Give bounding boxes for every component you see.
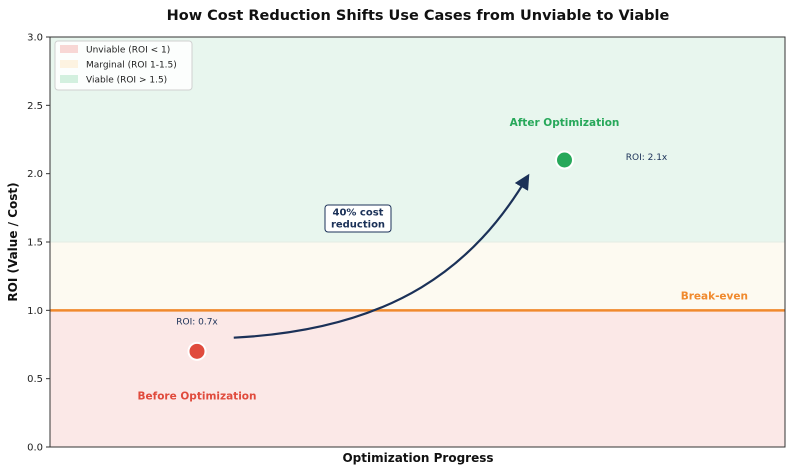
roi-label-after: ROI: 2.1x bbox=[626, 153, 668, 163]
legend-box bbox=[54, 40, 193, 91]
optimization-arrow bbox=[233, 173, 530, 339]
breakeven-label: Break-even bbox=[681, 290, 748, 302]
y-tick-label: 3.0 bbox=[27, 33, 43, 44]
y-tick-label: 1.0 bbox=[27, 306, 43, 317]
legend-label-unviable: Unviable (ROI < 1) bbox=[86, 46, 170, 56]
y-tick-label: 2.5 bbox=[27, 101, 43, 112]
chart-title: How Cost Reduction Shifts Use Cases from… bbox=[167, 8, 670, 24]
zone-unviable bbox=[50, 310, 785, 447]
annotation-line2: reduction bbox=[331, 220, 385, 231]
legend-label-viable: Viable (ROI > 1.5) bbox=[86, 76, 167, 86]
x-axis-label: Optimization Progress bbox=[342, 451, 493, 465]
point-before bbox=[187, 341, 207, 361]
y-tick-label: 0.0 bbox=[27, 443, 43, 454]
zone-marginal bbox=[50, 242, 785, 311]
legend-swatch-viable bbox=[60, 75, 78, 83]
roi-label-before: ROI: 0.7x bbox=[176, 317, 218, 327]
annotation-line1: 40% cost bbox=[333, 208, 384, 219]
y-tick-label: 1.5 bbox=[27, 238, 43, 249]
y-tick-label: 0.5 bbox=[27, 374, 43, 385]
legend-swatch-unviable bbox=[60, 45, 78, 53]
point-after bbox=[555, 150, 574, 170]
y-tick-label: 2.0 bbox=[27, 169, 43, 180]
y-axis-label: ROI (Value / Cost) bbox=[6, 182, 20, 301]
legend-swatch-marginal bbox=[60, 60, 78, 68]
point-label-before: Before Optimization bbox=[138, 390, 257, 402]
legend: Unviable (ROI < 1) Marginal (ROI 1-1.5) … bbox=[54, 40, 193, 91]
annotation-box bbox=[324, 204, 392, 233]
legend-label-marginal: Marginal (ROI 1-1.5) bbox=[86, 61, 177, 71]
point-label-after: After Optimization bbox=[510, 117, 620, 129]
